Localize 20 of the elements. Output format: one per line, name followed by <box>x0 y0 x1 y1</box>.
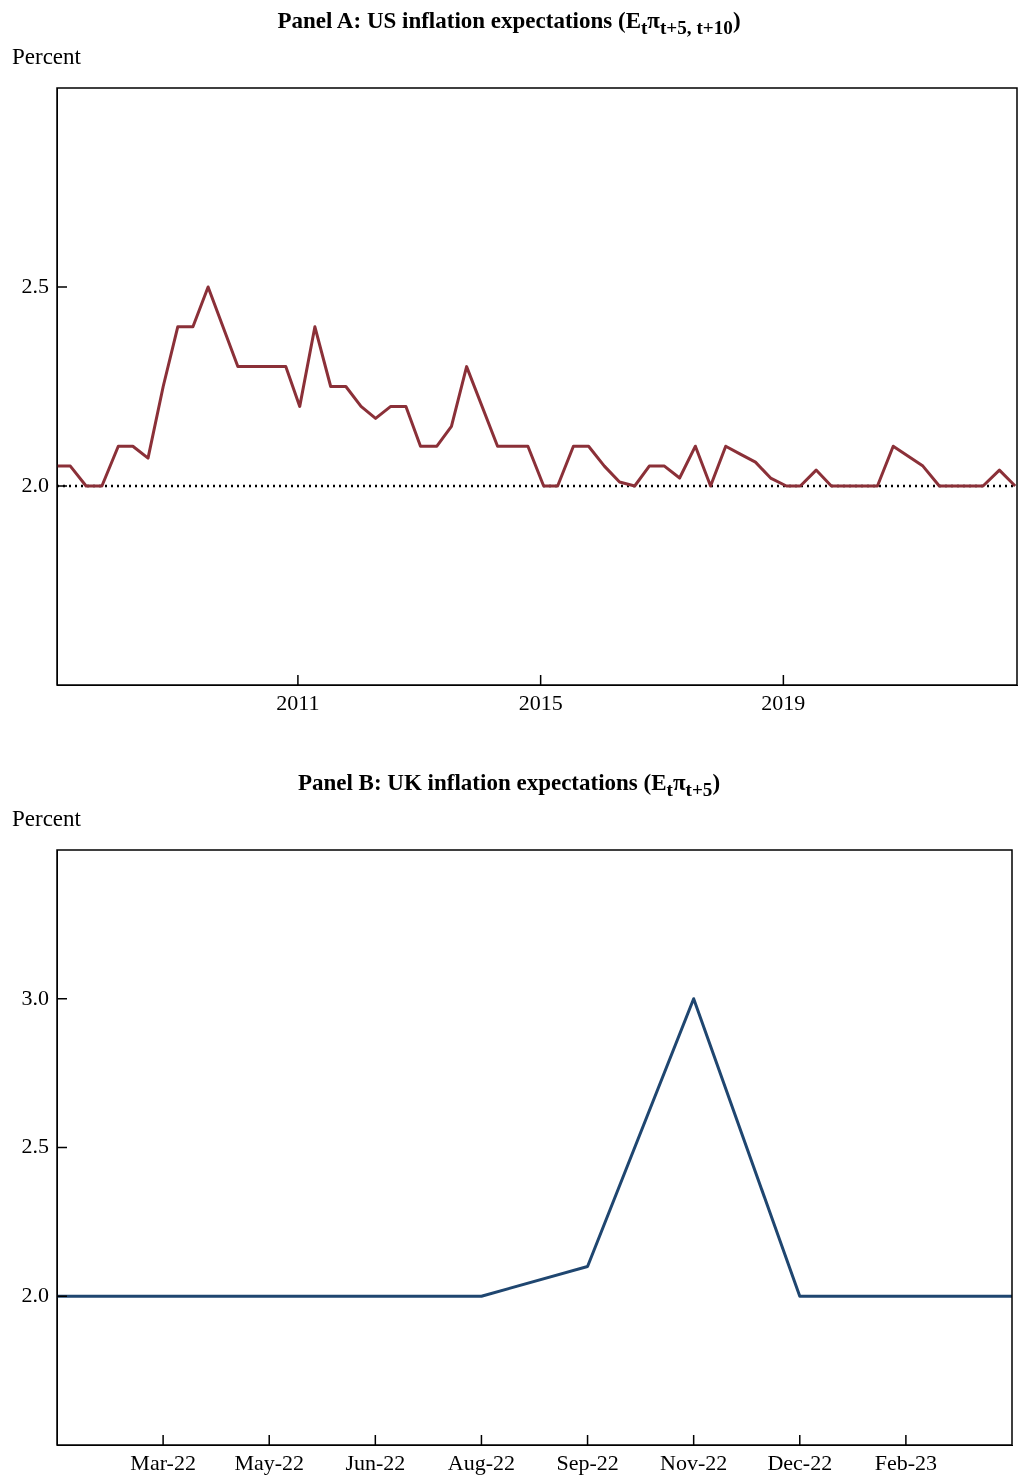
y-axis-title: Percent <box>12 44 81 70</box>
y-tick-label: 2.0 <box>21 1282 49 1308</box>
x-tick-label: Feb-23 <box>874 1449 938 1475</box>
x-tick-label: Nov-22 <box>660 1449 728 1475</box>
x-tick-label: Mar-22 <box>130 1449 196 1475</box>
x-tick-label: Sep-22 <box>556 1449 619 1475</box>
x-tick-label: 2015 <box>518 689 563 715</box>
x-tick-label: May-22 <box>234 1449 305 1475</box>
y-axis-title: Percent <box>12 806 81 832</box>
x-tick-label: Aug-22 <box>447 1449 516 1475</box>
y-tick-label: 3.0 <box>21 984 49 1010</box>
y-tick-label: 2.5 <box>21 1133 49 1159</box>
y-tick-label: 2.0 <box>21 471 49 497</box>
chart-title: Panel B: UK inflation expectations (E$_{t}$π$_{t+5}$) <box>296 770 722 801</box>
x-tick-label: 2011 <box>276 689 320 715</box>
chart-title: Panel A: US inflation expectations (E$_{t}$π$_{t+5, t+10}$) <box>276 8 742 39</box>
y-tick-label: 2.5 <box>21 272 49 298</box>
x-tick-label: 2019 <box>761 689 806 715</box>
x-tick-label: Jun-22 <box>345 1449 406 1475</box>
x-tick-label: Dec-22 <box>767 1449 833 1475</box>
